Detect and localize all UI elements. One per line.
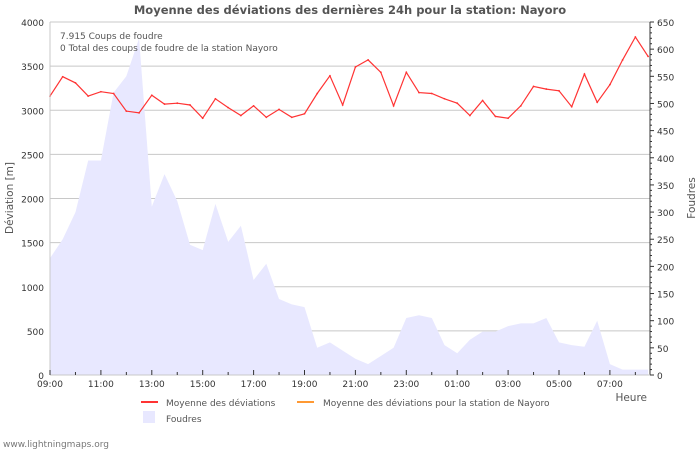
y-tick-label: 3000 [21, 107, 44, 117]
deviation-point [596, 101, 599, 104]
legend-label-foudres: Foudres [166, 415, 202, 425]
deviation-point [558, 89, 560, 92]
deviation-point [201, 117, 204, 120]
legend-label-deviation: Moyenne des déviations [166, 398, 276, 409]
deviation-point [481, 99, 484, 102]
deviation-point [303, 112, 306, 115]
legend-label-station: Moyenne des déviations pour la station d… [323, 398, 550, 409]
deviation-point [570, 105, 573, 108]
y-tick-label: 2000 [21, 196, 44, 206]
deviation-point [379, 71, 382, 74]
deviation-point [265, 116, 268, 119]
y2-tick-label: 600 [657, 46, 674, 56]
deviation-point [189, 104, 191, 106]
deviation-point [138, 111, 140, 114]
y2-tick-label: 250 [657, 236, 674, 246]
foudres-area [50, 38, 649, 376]
y2-tick-label: 300 [657, 209, 674, 219]
y2-tick-label: 100 [657, 318, 674, 328]
deviation-point [507, 117, 509, 120]
deviation-point [418, 91, 420, 94]
y-tick-label: 4000 [21, 19, 44, 29]
deviation-point [354, 66, 357, 68]
x-tick-label: 19:00 [292, 380, 318, 390]
deviation-point [405, 71, 408, 74]
x-tick-label: 01:00 [444, 380, 470, 390]
deviation-point [125, 110, 128, 113]
deviation-point [494, 115, 497, 118]
deviation-point [163, 103, 166, 105]
y2-tick-label: 200 [657, 263, 674, 273]
deviation-point [545, 88, 548, 90]
deviation-point [469, 114, 471, 117]
deviation-point [456, 102, 459, 105]
x-tick-label: 11:00 [88, 380, 114, 390]
legend: Moyenne des déviations Moyenne des dévia… [141, 398, 550, 425]
deviation-point [329, 74, 331, 77]
deviation-point [112, 92, 115, 95]
deviation-point [341, 104, 344, 106]
deviation-point [430, 92, 433, 95]
deviation-point [609, 83, 611, 86]
y2-tick-label: 0 [657, 372, 663, 382]
deviation-point [239, 114, 242, 117]
y-tick-label: 3500 [21, 63, 44, 73]
deviation-point [227, 106, 230, 109]
y-tick-label: 1000 [21, 284, 44, 294]
annotation-station-total: 0 Total des coups de foudre de la statio… [60, 44, 278, 54]
deviation-point [392, 104, 395, 107]
deviation-point [583, 73, 586, 75]
deviation-point [252, 104, 255, 107]
deviation-point [316, 92, 319, 95]
legend-swatch-foudres [143, 411, 155, 423]
deviation-point [290, 116, 293, 119]
x-tick-label: 03:00 [495, 380, 521, 390]
x-tick-label: 23:00 [393, 380, 419, 390]
deviation-point [87, 95, 90, 98]
y2-axis-label: Foudres [686, 177, 698, 218]
x-tick-label: 15:00 [190, 380, 216, 390]
deviation-point [74, 81, 77, 84]
deviation-point [621, 59, 624, 61]
y2-tick-label: 50 [657, 345, 669, 355]
annotation-strikes: 7.915 Coups de foudre [60, 32, 163, 42]
y-tick-label: 2500 [21, 151, 44, 161]
deviation-point [519, 104, 522, 107]
deviation-point [150, 94, 153, 97]
y2-tick-label: 350 [657, 182, 674, 192]
x-tick-label: 13:00 [139, 380, 165, 390]
deviation-point [367, 59, 370, 61]
deviation-point [100, 90, 102, 93]
deviation-point [634, 36, 637, 38]
footer-credit: www.lightningmaps.org [3, 440, 109, 450]
y2-tick-label: 150 [657, 291, 674, 301]
x-axis-label: Heure [615, 392, 647, 404]
y2-tick-label: 650 [657, 19, 674, 29]
y-tick-label: 0 [38, 372, 44, 382]
deviation-line [49, 35, 649, 120]
x-tick-label: 17:00 [241, 380, 267, 390]
y2-tick-label: 450 [657, 128, 674, 138]
deviation-point [61, 75, 64, 78]
y2-tick-label: 500 [657, 100, 674, 110]
chart-title: Moyenne des déviations des dernières 24h… [134, 3, 566, 17]
x-tick-label: 05:00 [546, 380, 572, 390]
deviation-point [278, 108, 280, 111]
deviation-point [214, 97, 217, 100]
deviation-point [647, 55, 649, 58]
y-axis-label: Déviation [m] [4, 162, 16, 234]
x-tick-label: 09:00 [37, 380, 63, 390]
y-tick-label: 500 [27, 328, 44, 338]
y-tick-label: 1500 [21, 240, 44, 250]
y2-tick-label: 550 [657, 73, 674, 83]
deviation-point [176, 102, 179, 105]
deviation-point [532, 85, 535, 88]
x-tick-label: 21:00 [342, 380, 368, 390]
deviation-point [443, 97, 446, 100]
x-tick-label: 07:00 [597, 380, 623, 390]
y2-tick-label: 400 [657, 155, 674, 165]
